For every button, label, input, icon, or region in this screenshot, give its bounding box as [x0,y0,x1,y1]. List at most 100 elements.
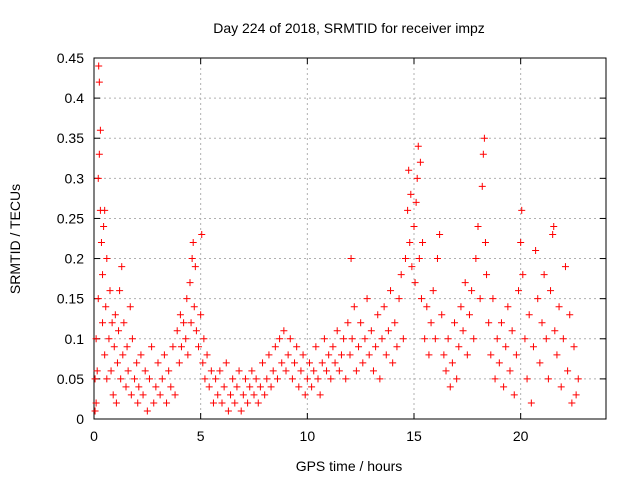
data-point [207,367,215,375]
data-point [497,319,505,327]
data-point [549,230,557,238]
data-point [254,399,262,407]
data-point [376,375,384,383]
data-point [395,295,403,303]
data-point [367,327,375,335]
data-point [525,311,533,319]
data-point [457,303,465,311]
data-point [148,343,156,351]
data-point [561,263,569,271]
y-tick-label: 0.05 [57,371,84,387]
data-point [224,407,232,415]
data-point [344,319,352,327]
data-point [171,391,179,399]
data-point [282,367,290,375]
data-point [382,351,390,359]
data-point [169,343,177,351]
data-point [237,407,245,415]
data-point [271,343,279,351]
data-point [198,230,206,238]
data-point [406,239,414,247]
data-point [500,383,508,391]
data-point [404,206,412,214]
data-point [335,367,343,375]
data-point [263,375,271,383]
data-point [557,383,565,391]
data-point [521,335,529,343]
data-point [568,399,576,407]
data-point [150,399,158,407]
data-point [410,222,418,230]
data-point [239,391,247,399]
data-point [493,335,501,343]
x-tick-label: 20 [513,428,529,444]
data-point [346,351,354,359]
data-point [359,359,367,367]
data-point [220,383,228,391]
data-point [241,375,249,383]
data-point [536,359,544,367]
y-tick-label: 0.45 [57,50,84,66]
data-point [175,359,183,367]
data-point [508,327,516,335]
data-point [177,343,185,351]
data-point [491,375,499,383]
data-point [187,319,195,327]
data-point [429,287,437,295]
data-point [143,407,151,415]
data-point [542,335,550,343]
data-point [401,255,409,263]
data-point [276,335,284,343]
data-point [455,343,463,351]
data-point [446,383,454,391]
data-point [297,367,305,375]
data-point [227,391,235,399]
data-point [348,335,356,343]
data-point [308,383,316,391]
data-point [95,150,103,158]
data-point [506,367,514,375]
data-point [564,367,572,375]
data-point [273,375,281,383]
data-point [216,367,224,375]
data-point [433,255,441,263]
data-point [126,303,134,311]
data-point [186,279,194,287]
data-point [314,375,322,383]
data-point [141,367,149,375]
y-tick-label: 0.15 [57,291,84,307]
data-point [133,359,141,367]
data-point [107,367,115,375]
data-point [267,383,275,391]
data-point [407,190,415,198]
data-point [111,311,119,319]
y-axis-label: SRMTID / TECUs [7,184,23,294]
data-point [566,311,574,319]
data-point [551,327,559,335]
data-point [502,343,510,351]
plot-frame [93,57,607,420]
data-point [160,351,168,359]
data-point [101,206,109,214]
data-point [265,351,273,359]
x-tick-label: 15 [406,428,422,444]
data-point [100,222,108,230]
data-point [101,351,109,359]
data-point [203,351,211,359]
data-point [189,239,197,247]
data-point [184,351,192,359]
data-point [470,335,478,343]
data-point [417,295,425,303]
data-point [523,375,531,383]
data-point [197,311,205,319]
data-point [110,343,118,351]
data-point [235,367,243,375]
data-point [374,311,382,319]
data-point [248,367,256,375]
data-point [431,335,439,343]
data-point [303,375,311,383]
data-point [96,126,104,134]
data-point [286,335,294,343]
